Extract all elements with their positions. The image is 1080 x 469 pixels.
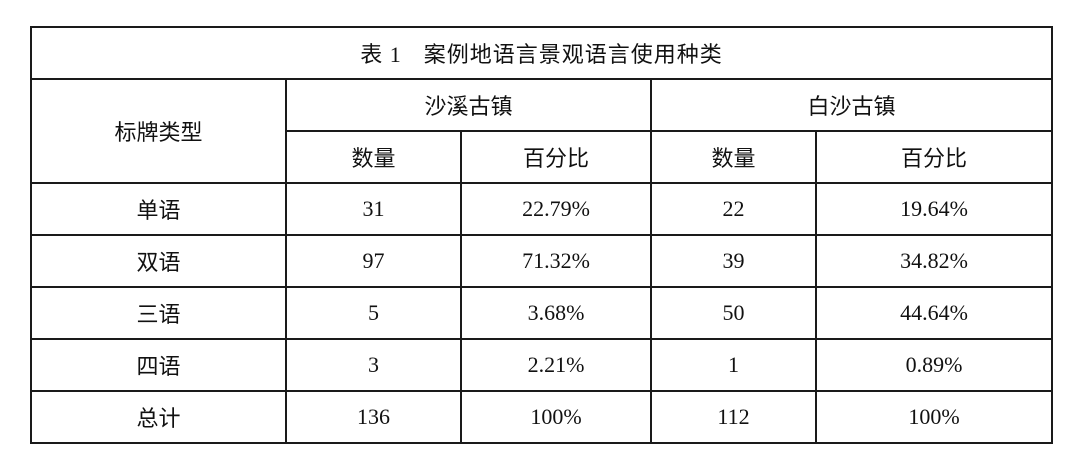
- cell: 3: [285, 338, 462, 392]
- cell: 50: [650, 286, 817, 340]
- cell: 3.68%: [460, 286, 652, 340]
- header-row-2: 数量 百分比 数量 百分比: [31, 130, 1053, 184]
- row-header: 标牌类型: [30, 78, 287, 184]
- caption-row: 表 1 案例地语言景观语言使用种类: [30, 26, 1053, 80]
- table-row: 四语 3 2.21% 1 0.89%: [30, 338, 1053, 392]
- total-row: 总计 136 100% 112 100%: [30, 390, 1053, 444]
- subheader: 百分比: [460, 130, 652, 184]
- cell: 39: [650, 234, 817, 288]
- caption-text: 案例地语言景观语言使用种类: [423, 42, 723, 67]
- table-row: 三语 5 3.68% 50 44.64%: [30, 286, 1053, 340]
- cell: 97: [285, 234, 462, 288]
- cell: 100%: [815, 390, 1053, 444]
- cell: 2.21%: [460, 338, 652, 392]
- table-row: 单语 31 22.79% 22 19.64%: [30, 182, 1053, 236]
- cell: 136: [285, 390, 462, 444]
- row-label: 双语: [30, 234, 287, 288]
- cell: 22.79%: [460, 182, 652, 236]
- subheader: 数量: [285, 130, 462, 184]
- cell: 5: [285, 286, 462, 340]
- row-label: 单语: [30, 182, 287, 236]
- subheader: 数量: [650, 130, 817, 184]
- language-usage-table: 表 1 案例地语言景观语言使用种类 标牌类型 沙溪古镇 白沙古镇 数量 百分比 数…: [30, 26, 1053, 444]
- cell: 22: [650, 182, 817, 236]
- row-label: 三语: [30, 286, 287, 340]
- cell: 0.89%: [815, 338, 1053, 392]
- group-header-baisha: 白沙古镇: [650, 78, 1053, 132]
- table-row: 双语 97 71.32% 39 34.82%: [30, 234, 1053, 288]
- table-caption: 表 1 案例地语言景观语言使用种类: [30, 26, 1053, 80]
- cell: 19.64%: [815, 182, 1053, 236]
- caption-number: 表 1: [360, 42, 402, 67]
- cell: 34.82%: [815, 234, 1053, 288]
- cell: 31: [285, 182, 462, 236]
- cell: 1: [650, 338, 817, 392]
- cell: 100%: [460, 390, 652, 444]
- row-label: 四语: [30, 338, 287, 392]
- subheader: 百分比: [815, 130, 1053, 184]
- header-row-1: 标牌类型 沙溪古镇 白沙古镇: [30, 78, 1053, 184]
- row-label: 总计: [30, 390, 287, 444]
- group-header-shaxi: 沙溪古镇: [285, 78, 652, 132]
- cell: 71.32%: [460, 234, 652, 288]
- cell: 44.64%: [815, 286, 1053, 340]
- cell: 112: [650, 390, 817, 444]
